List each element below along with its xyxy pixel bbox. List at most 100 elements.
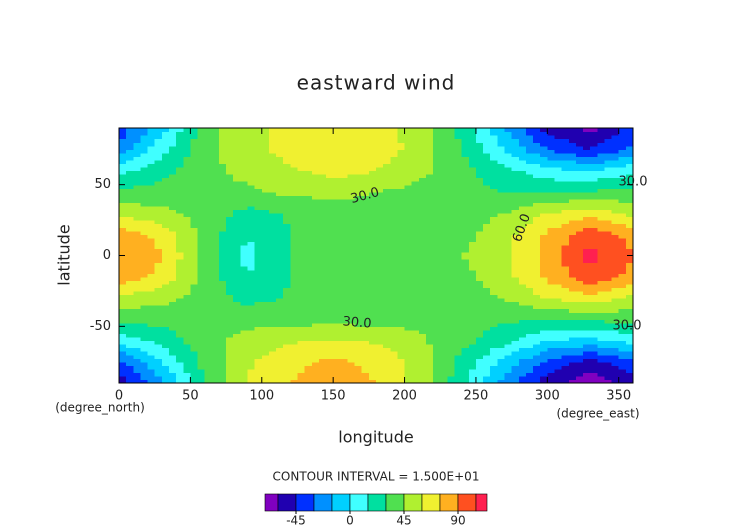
contour-cell: [283, 262, 291, 267]
contour-cell: [304, 209, 313, 214]
contour-cell: [433, 379, 441, 384]
contour-cell: [376, 315, 384, 320]
contour-cell: [247, 298, 256, 303]
contour-cell: [218, 315, 227, 320]
contour-cell: [475, 216, 484, 221]
contour-cell: [340, 170, 349, 175]
contour-cell: [411, 241, 420, 246]
contour-cell: [276, 135, 284, 140]
contour-cell: [547, 344, 556, 349]
contour-cell: [226, 347, 234, 352]
contour-cell: [468, 234, 477, 239]
contour-cell: [176, 156, 184, 161]
contour-cell: [204, 145, 213, 150]
contour-cell: [376, 152, 384, 157]
contour-cell: [190, 156, 199, 161]
contour-cell: [190, 255, 199, 260]
contour-cell: [240, 230, 249, 235]
contour-cell: [390, 188, 399, 193]
contour-cell: [397, 166, 406, 172]
contour-cell: [411, 294, 420, 299]
contour-cell: [618, 333, 627, 338]
contour-cell: [176, 188, 184, 193]
contour-cell: [247, 213, 256, 218]
contour-cell: [326, 358, 334, 363]
contour-cell: [218, 174, 227, 179]
contour-cell: [383, 156, 391, 161]
contour-cell: [183, 336, 191, 342]
contour-cell: [218, 262, 227, 267]
contour-cell: [590, 237, 598, 242]
contour-cell: [226, 174, 234, 179]
contour-cell: [533, 280, 541, 285]
contour-cell: [318, 322, 327, 327]
contour-cell: [625, 244, 634, 250]
contour-cell: [618, 326, 627, 331]
contour-cell: [283, 213, 291, 218]
contour-cell: [461, 273, 470, 278]
contour-cell: [268, 255, 277, 260]
contour-cell: [618, 198, 627, 203]
contour-cell: [161, 298, 170, 303]
contour-cell: [311, 312, 320, 317]
contour-cell: [383, 262, 391, 267]
contour-cell: [304, 149, 313, 154]
contour-cell: [318, 220, 327, 225]
contour-cell: [297, 220, 306, 225]
contour-cell: [397, 276, 406, 281]
contour-cell: [604, 329, 613, 335]
contour-cell: [283, 273, 291, 278]
contour-cell: [147, 234, 156, 239]
contour-cell: [233, 375, 241, 381]
contour-cell: [568, 294, 577, 299]
contour-cell: [254, 248, 263, 253]
contour-cell: [340, 209, 349, 214]
contour-cell: [340, 230, 349, 235]
contour-cell: [497, 205, 506, 211]
contour-cell: [304, 138, 313, 143]
contour-cell: [383, 336, 391, 342]
contour-cell: [240, 315, 249, 320]
contour-cell: [483, 259, 491, 264]
contour-cell: [126, 312, 134, 317]
contour-cell: [583, 315, 591, 320]
contour-cell: [433, 237, 441, 242]
contour-cell: [211, 230, 220, 235]
contour-cell: [340, 312, 349, 317]
contour-cell: [290, 188, 299, 193]
contour-cell: [204, 227, 213, 232]
contour-cell: [326, 266, 334, 271]
contour-cell: [283, 170, 291, 175]
contour-cell: [197, 375, 206, 381]
contour-cell: [218, 301, 227, 306]
contour-cell: [483, 156, 491, 161]
contour-cell: [383, 294, 391, 299]
contour-cell: [411, 340, 420, 345]
contour-cell: [533, 333, 541, 338]
contour-cell: [247, 138, 256, 143]
contour-cell: [311, 344, 320, 349]
contour-cell: [461, 354, 470, 359]
contour-cell: [511, 198, 520, 203]
contour-cell: [161, 322, 170, 327]
contour-cell: [404, 195, 413, 200]
contour-cell: [447, 358, 456, 363]
contour-cell: [568, 230, 577, 235]
contour-cell: [268, 347, 277, 352]
contour-cell: [261, 191, 270, 196]
contour-cell: [183, 131, 191, 136]
contour-cell: [190, 163, 199, 168]
contour-cell: [518, 322, 527, 327]
contour-cell: [290, 152, 299, 157]
contour-cell: [354, 202, 363, 207]
contour-cell: [261, 301, 270, 306]
contour-cell: [211, 248, 220, 253]
contour-cell: [197, 308, 206, 313]
contour-cell: [190, 336, 199, 342]
contour-cell: [597, 174, 606, 179]
contour-cell: [411, 379, 420, 384]
contour-cell: [183, 202, 191, 207]
contour-cell: [425, 319, 434, 324]
contour-cell: [390, 255, 399, 260]
contour-cell: [447, 329, 456, 335]
